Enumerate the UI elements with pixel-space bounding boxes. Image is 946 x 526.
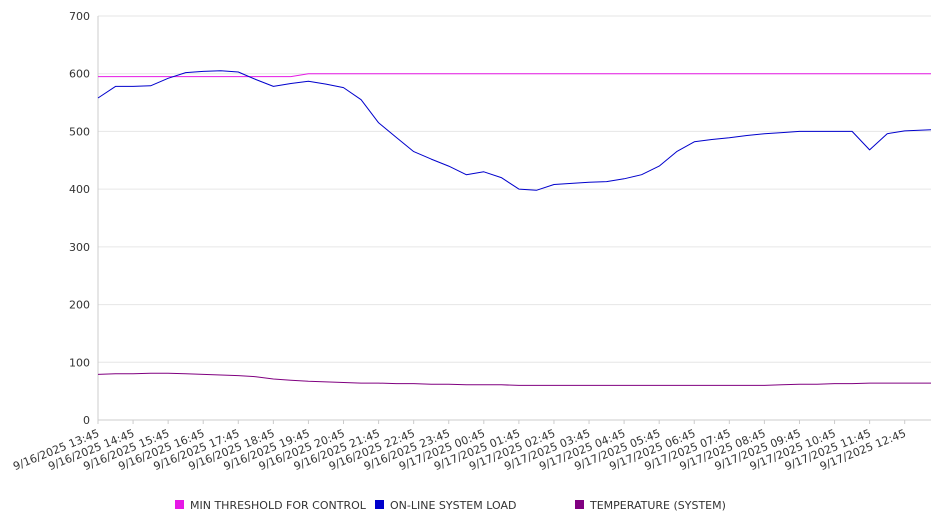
legend-swatch (575, 500, 584, 509)
legend-swatch (175, 500, 184, 509)
legend-swatch (375, 500, 384, 509)
y-tick-label: 100 (69, 356, 90, 369)
y-tick-label: 0 (83, 414, 90, 427)
x-axis: 9/16/2025 13:459/16/2025 14:459/16/2025 … (11, 419, 931, 473)
y-tick-label: 200 (69, 299, 90, 312)
series-line-3 (97, 372, 931, 386)
y-tick-label: 300 (69, 241, 90, 254)
y-tick-label: 500 (69, 125, 90, 138)
legend-label: MIN THRESHOLD FOR CONTROL (190, 499, 367, 512)
legend: MIN THRESHOLD FOR CONTROL ON-LINE SYSTEM … (175, 499, 726, 512)
y-tick-label: 700 (69, 10, 90, 23)
y-axis: 0 100 200 300 400 500 600 700 (69, 10, 99, 427)
legend-label: TEMPERATURE (SYSTEM) (589, 499, 726, 512)
y-tick-label: 400 (69, 183, 90, 196)
legend-label: ON-LINE SYSTEM LOAD (390, 499, 516, 512)
series-line-1 (98, 73, 931, 78)
series-line-2 (97, 70, 932, 191)
plot-area (97, 70, 932, 386)
grid-lines (98, 15, 931, 421)
y-tick-label: 600 (69, 68, 90, 81)
